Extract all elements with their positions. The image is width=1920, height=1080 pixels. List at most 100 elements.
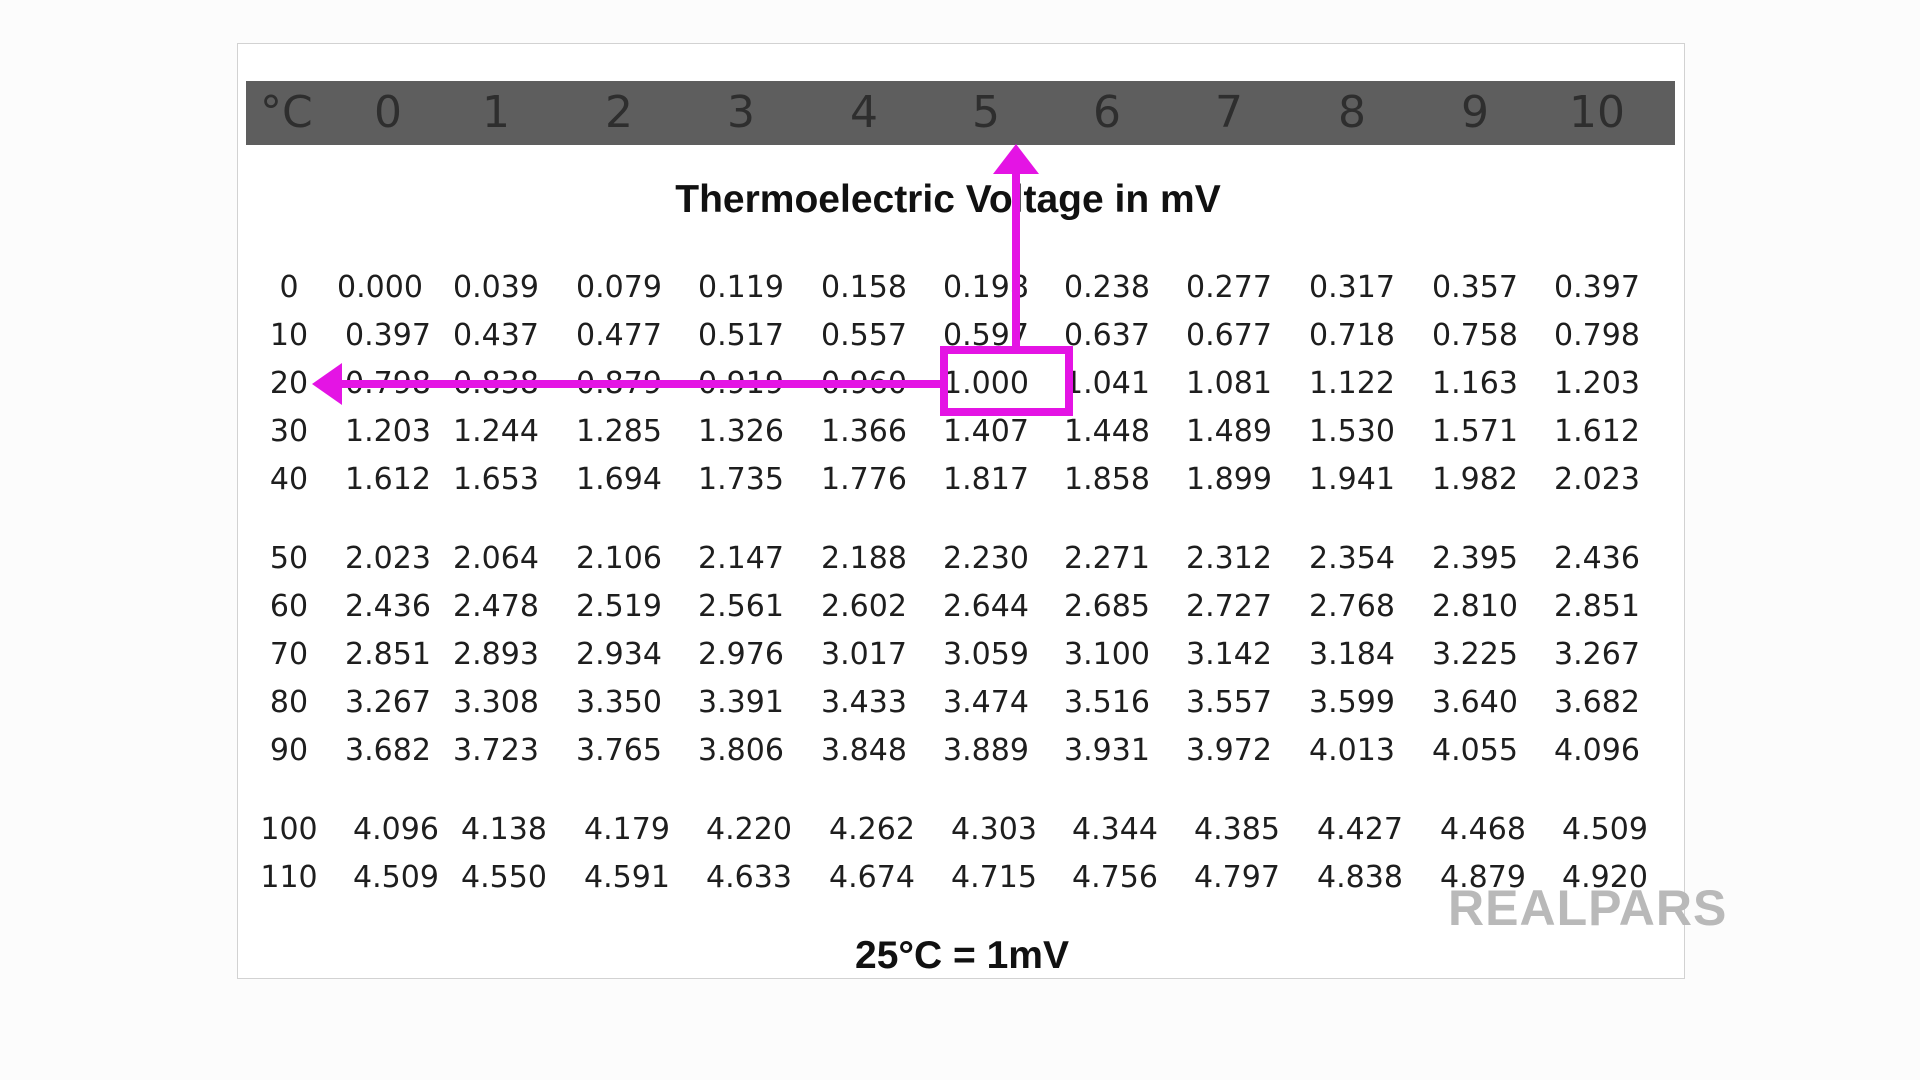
- table-cell: 3.599: [1309, 685, 1395, 720]
- table-cell: 0.198: [943, 270, 1029, 305]
- row-label: 50: [269, 541, 309, 576]
- table-cell: 2.976: [698, 637, 784, 672]
- table-cell: 3.308: [453, 685, 539, 720]
- table-cell: 1.941: [1309, 462, 1395, 497]
- table-cell: 4.920: [1562, 860, 1648, 895]
- temperature-header-bar: [246, 81, 1675, 145]
- table-cell: 2.893: [453, 637, 539, 672]
- table-cell: 2.685: [1064, 589, 1150, 624]
- table-cell: 2.810: [1432, 589, 1518, 624]
- table-cell: 1.326: [698, 414, 784, 449]
- table-cell: 0.397: [345, 318, 431, 353]
- table-cell: 3.100: [1064, 637, 1150, 672]
- table-cell: 3.682: [1554, 685, 1640, 720]
- table-cell: 4.427: [1317, 812, 1403, 847]
- table-cell: 1.366: [821, 414, 907, 449]
- table-cell: 3.184: [1309, 637, 1395, 672]
- table-cell: 4.385: [1194, 812, 1280, 847]
- table-cell: 1.203: [345, 414, 431, 449]
- row-label: 60: [269, 589, 309, 624]
- table-cell: 3.931: [1064, 733, 1150, 768]
- footer-note: 25°C = 1mV: [855, 934, 1069, 977]
- table-cell: 4.096: [1554, 733, 1640, 768]
- table-cell: 1.571: [1432, 414, 1518, 449]
- table-cell: 0.238: [1064, 270, 1150, 305]
- table-cell: 4.633: [706, 860, 792, 895]
- table-cell: 0.718: [1309, 318, 1395, 353]
- row-label: 10: [269, 318, 309, 353]
- table-cell: 4.797: [1194, 860, 1280, 895]
- table-cell: 2.478: [453, 589, 539, 624]
- table-cell: 1.776: [821, 462, 907, 497]
- row-label: 80: [269, 685, 309, 720]
- table-cell: 1.694: [576, 462, 662, 497]
- table-cell: 0.879: [576, 366, 662, 401]
- row-label: 20: [269, 366, 309, 401]
- row-label: 90: [269, 733, 309, 768]
- table-cell: 3.142: [1186, 637, 1272, 672]
- column-header: 8: [1338, 87, 1366, 138]
- table-cell: 3.516: [1064, 685, 1150, 720]
- table-cell: 0.397: [1554, 270, 1640, 305]
- column-header: 5: [972, 87, 1000, 138]
- table-cell: 2.644: [943, 589, 1029, 624]
- table-cell: 2.727: [1186, 589, 1272, 624]
- table-cell: 4.715: [951, 860, 1037, 895]
- table-cell: 2.395: [1432, 541, 1518, 576]
- table-cell: 0.597: [943, 318, 1029, 353]
- table-cell: 2.023: [345, 541, 431, 576]
- table-cell: 2.064: [453, 541, 539, 576]
- table-cell: 2.147: [698, 541, 784, 576]
- table-cell: 0.517: [698, 318, 784, 353]
- table-cell: 3.806: [698, 733, 784, 768]
- table-cell: 2.436: [345, 589, 431, 624]
- table-cell: 0.758: [1432, 318, 1518, 353]
- table-cell: 3.350: [576, 685, 662, 720]
- table-cell: 1.122: [1309, 366, 1395, 401]
- column-header: 3: [727, 87, 755, 138]
- column-header: 4: [850, 87, 878, 138]
- table-cell: 2.106: [576, 541, 662, 576]
- unit-header: °C: [260, 87, 313, 138]
- table-cell: 3.267: [345, 685, 431, 720]
- table-cell: 1.530: [1309, 414, 1395, 449]
- table-cell: 1.081: [1186, 366, 1272, 401]
- table-cell: 0.119: [698, 270, 784, 305]
- table-cell: 3.723: [453, 733, 539, 768]
- table-cell: 2.436: [1554, 541, 1640, 576]
- table-cell: 1.041: [1064, 366, 1150, 401]
- table-cell: 4.013: [1309, 733, 1395, 768]
- table-cell: 3.682: [345, 733, 431, 768]
- table-cell: 2.602: [821, 589, 907, 624]
- table-cell: 0.960: [821, 366, 907, 401]
- table-cell: 0.838: [453, 366, 539, 401]
- table-cell: 4.838: [1317, 860, 1403, 895]
- column-header: 7: [1215, 87, 1243, 138]
- table-cell: 0.477: [576, 318, 662, 353]
- table-cell: 2.561: [698, 589, 784, 624]
- table-cell: 1.817: [943, 462, 1029, 497]
- row-label: 40: [269, 462, 309, 497]
- table-cell: 0.677: [1186, 318, 1272, 353]
- table-cell: 2.188: [821, 541, 907, 576]
- table-cell: 4.055: [1432, 733, 1518, 768]
- table-cell: 1.982: [1432, 462, 1518, 497]
- table-cell: 4.179: [584, 812, 670, 847]
- row-label: 0: [279, 270, 299, 305]
- table-cell: 0.437: [453, 318, 539, 353]
- table-cell: 3.225: [1432, 637, 1518, 672]
- table-cell: 2.023: [1554, 462, 1640, 497]
- table-cell: 2.519: [576, 589, 662, 624]
- table-cell: 4.468: [1440, 812, 1526, 847]
- table-cell: 1.448: [1064, 414, 1150, 449]
- table-cell: 0.277: [1186, 270, 1272, 305]
- table-cell: 3.433: [821, 685, 907, 720]
- table-title: Thermoelectric Voltage in mV: [675, 178, 1221, 221]
- table-cell: 2.230: [943, 541, 1029, 576]
- table-cell: 4.591: [584, 860, 670, 895]
- table-cell: 2.354: [1309, 541, 1395, 576]
- column-header: 9: [1461, 87, 1489, 138]
- table-cell: 1.203: [1554, 366, 1640, 401]
- table-cell: 3.640: [1432, 685, 1518, 720]
- table-cell: 4.344: [1072, 812, 1158, 847]
